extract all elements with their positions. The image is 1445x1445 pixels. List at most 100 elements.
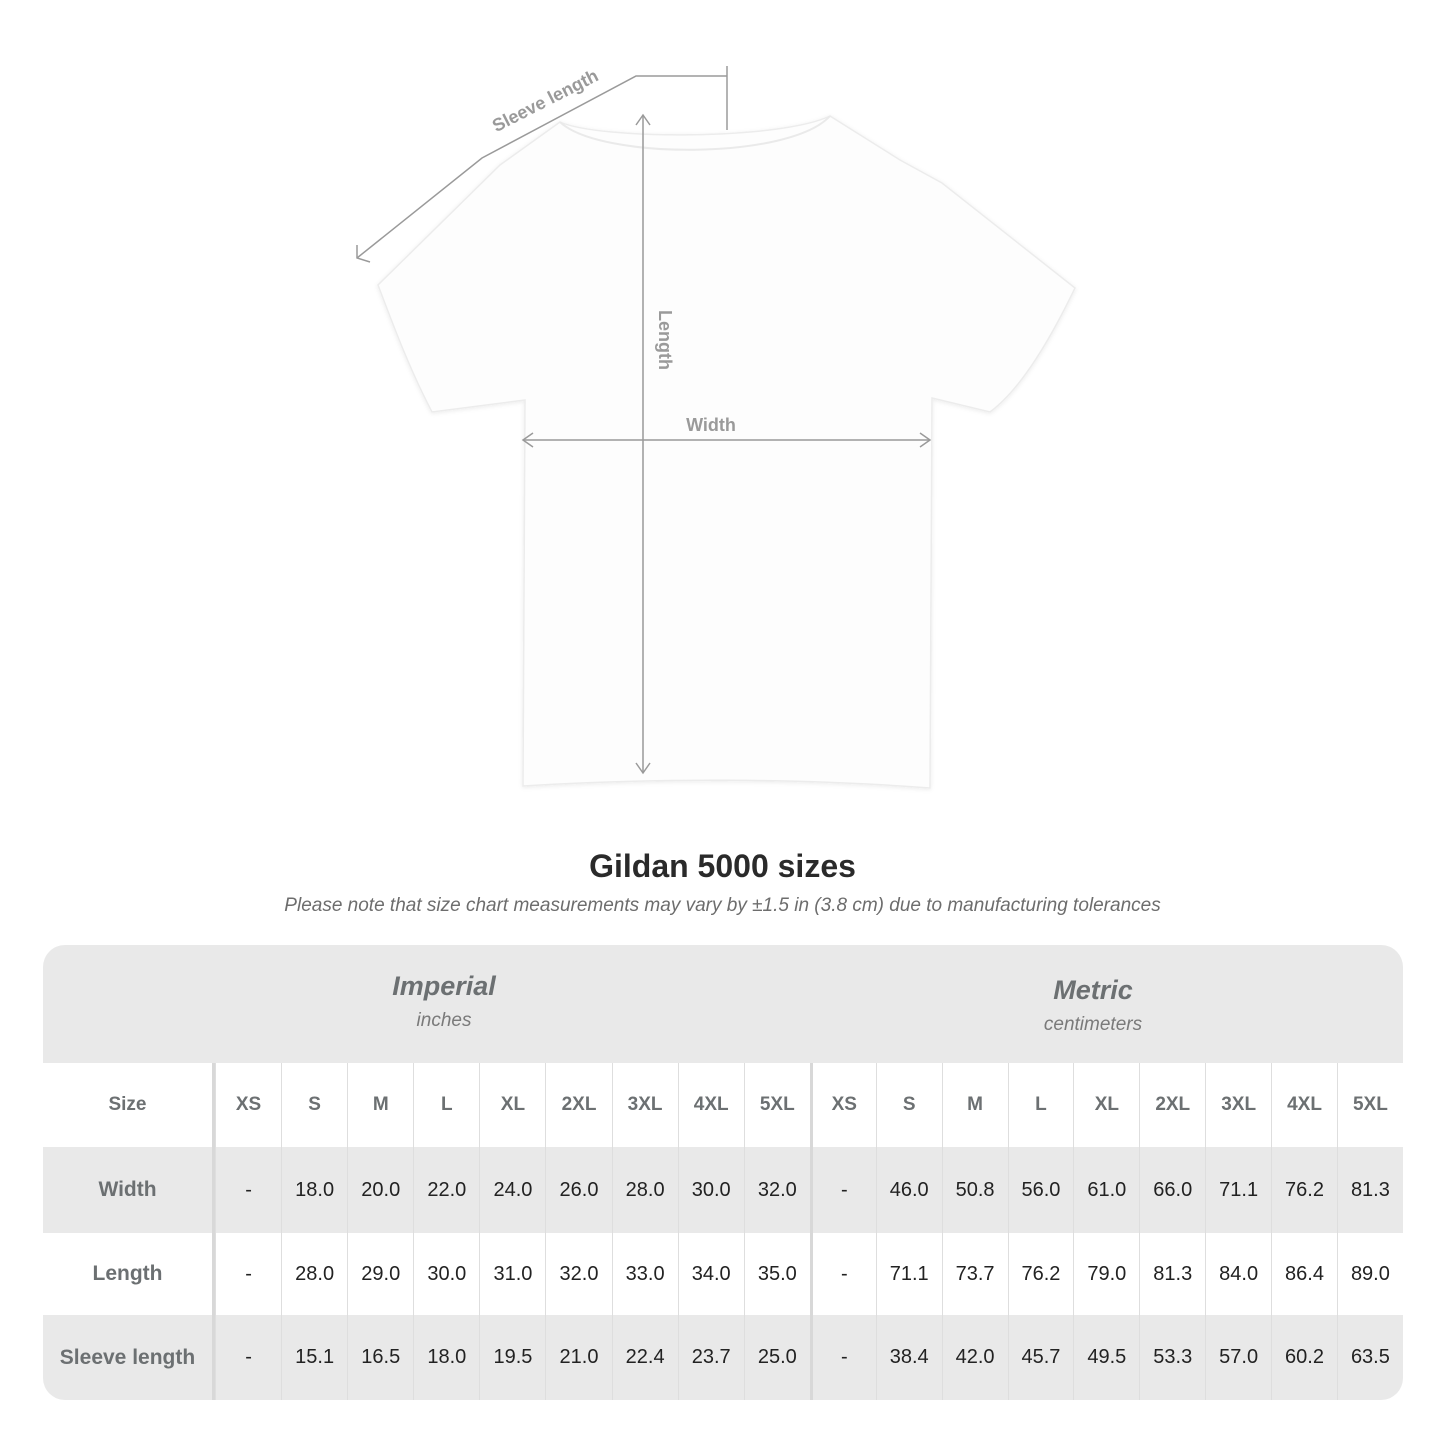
metric-value-cell: 66.0	[1139, 1147, 1205, 1233]
imperial-value-cell: 35.0	[743, 1233, 810, 1315]
page-title: Gildan 5000 sizes	[589, 848, 856, 884]
imperial-value-cell: -	[215, 1315, 281, 1400]
tshirt-diagram: Sleeve length Length Width	[356, 65, 1076, 789]
metric-size-4xl: 4XL	[1271, 1063, 1337, 1147]
metric-value-cell: 71.1	[1205, 1147, 1271, 1233]
metric-size-l: L	[1007, 1063, 1074, 1147]
metric-value-cell: -	[809, 1233, 876, 1315]
imperial-size-3xl: 3XL	[611, 1063, 678, 1147]
imperial-value-cell: -	[215, 1233, 281, 1315]
metric-value-cell: 49.5	[1073, 1315, 1139, 1400]
imperial-title: Imperial	[392, 971, 496, 1001]
imperial-value-cell: 31.0	[479, 1233, 545, 1315]
imperial-value-cell: 24.0	[479, 1147, 545, 1233]
metric-value-cell: 81.3	[1139, 1233, 1205, 1315]
length-label: Length	[655, 310, 675, 370]
imperial-size-4xl: 4XL	[677, 1063, 744, 1147]
metric-value-cell: 50.8	[941, 1147, 1008, 1233]
metric-value-cell: 60.2	[1271, 1315, 1337, 1400]
length-measure	[635, 113, 651, 775]
row-label: Width	[43, 1147, 215, 1233]
metric-unit: centimeters	[1043, 1014, 1143, 1035]
imperial-header: Imperial inches	[258, 971, 630, 1032]
metric-size-m: M	[941, 1063, 1008, 1147]
metric-value-cell: 89.0	[1336, 1233, 1403, 1315]
imperial-size-m: M	[347, 1063, 413, 1147]
imperial-value-cell: -	[215, 1147, 281, 1233]
imperial-value-cell: 22.0	[413, 1147, 479, 1233]
row-label: Sleeve length	[43, 1315, 215, 1400]
size-label: Size	[43, 1063, 215, 1147]
metric-value-cell: 63.5	[1336, 1315, 1403, 1400]
width-label: Width	[686, 415, 736, 435]
imperial-value-cell: 18.0	[281, 1147, 347, 1233]
row-band-width	[43, 1147, 1403, 1233]
metric-header: Metric centimeters	[907, 975, 1279, 1036]
metric-value-cell: 53.3	[1139, 1315, 1205, 1400]
imperial-size-s: S	[281, 1063, 347, 1147]
imperial-size-l: L	[413, 1063, 479, 1147]
table-row: Sleeve length -15.1 16.5 18.0 19.5 21.0 22.4 23…	[43, 1315, 1403, 1400]
metric-size-s: S	[875, 1063, 942, 1147]
imperial-size-xl: XL	[479, 1063, 545, 1147]
metric-value-cell: 79.0	[1073, 1233, 1139, 1315]
row-label: Length	[43, 1233, 215, 1315]
imperial-value-cell: 28.0	[281, 1233, 347, 1315]
metric-value-cell: 42.0	[941, 1315, 1008, 1400]
metric-size-3xl: 3XL	[1205, 1063, 1271, 1147]
imperial-value-cell: 33.0	[611, 1233, 678, 1315]
metric-size-xl: XL	[1073, 1063, 1139, 1147]
imperial-value-cell: 16.5	[347, 1315, 413, 1400]
metric-value-cell: 61.0	[1073, 1147, 1139, 1233]
imperial-value-cell: 18.0	[413, 1315, 479, 1400]
width-measure	[521, 432, 932, 448]
tshirt-shape	[377, 115, 1076, 789]
imperial-value-cell: 26.0	[545, 1147, 611, 1233]
table-row: Width -18.0 20.0 22.0 24.0 26.0 28.0 30.0 32.0-4…	[43, 1147, 1403, 1233]
tolerance-note: Please note that size chart measurements…	[284, 895, 1161, 916]
imperial-value-cell: 23.7	[677, 1315, 744, 1400]
metric-value-cell: 81.3	[1336, 1147, 1403, 1233]
metric-value-cell: 56.0	[1007, 1147, 1074, 1233]
metric-value-cell: 57.0	[1205, 1315, 1271, 1400]
table-row: Length -28.0 29.0 30.0 31.0 32.0 33.0 34.0 35.0-…	[43, 1233, 1403, 1315]
imperial-value-cell: 32.0	[743, 1147, 810, 1233]
metric-value-cell: -	[809, 1147, 876, 1233]
collar	[559, 115, 831, 151]
imperial-value-cell: 22.4	[611, 1315, 678, 1400]
units-header-band	[43, 945, 1403, 1063]
metric-size-5xl: 5XL	[1336, 1063, 1403, 1147]
size-header-row: Size XS S M L XL 2XL 3XL 4XL 5XL XS S M L XL 2XL 3XL 4XL 5…	[43, 1063, 1403, 1147]
size-table: Imperial inches Metric centimeters Size X…	[43, 945, 1403, 1400]
row-band-sleeve	[43, 1315, 1403, 1400]
metric-value-cell: 38.4	[875, 1315, 942, 1400]
imperial-value-cell: 29.0	[347, 1233, 413, 1315]
imperial-value-cell: 25.0	[743, 1315, 810, 1400]
imperial-size-xs: XS	[215, 1063, 281, 1147]
sleeve-length-label: Sleeve length	[489, 65, 601, 136]
imperial-value-cell: 30.0	[413, 1233, 479, 1315]
metric-value-cell: 76.2	[1271, 1147, 1337, 1233]
imperial-value-cell: 21.0	[545, 1315, 611, 1400]
metric-value-cell: 71.1	[875, 1233, 942, 1315]
metric-value-cell: 84.0	[1205, 1233, 1271, 1315]
imperial-value-cell: 28.0	[611, 1147, 678, 1233]
sleeve-length-measure	[356, 66, 728, 263]
metric-value-cell: 86.4	[1271, 1233, 1337, 1315]
imperial-value-cell: 34.0	[677, 1233, 744, 1315]
metric-title: Metric	[1053, 975, 1133, 1005]
imperial-unit: inches	[416, 1010, 472, 1031]
imperial-value-cell: 30.0	[677, 1147, 744, 1233]
imperial-size-5xl: 5XL	[743, 1063, 810, 1147]
metric-size-xs: XS	[809, 1063, 876, 1147]
imperial-size-2xl: 2XL	[545, 1063, 611, 1147]
imperial-value-cell: 15.1	[281, 1315, 347, 1400]
metric-value-cell: 45.7	[1007, 1315, 1074, 1400]
imperial-value-cell: 32.0	[545, 1233, 611, 1315]
imperial-value-cell: 19.5	[479, 1315, 545, 1400]
metric-value-cell: 76.2	[1007, 1233, 1074, 1315]
metric-value-cell: -	[809, 1315, 876, 1400]
metric-size-2xl: 2XL	[1139, 1063, 1205, 1147]
imperial-value-cell: 20.0	[347, 1147, 413, 1233]
metric-value-cell: 46.0	[875, 1147, 942, 1233]
